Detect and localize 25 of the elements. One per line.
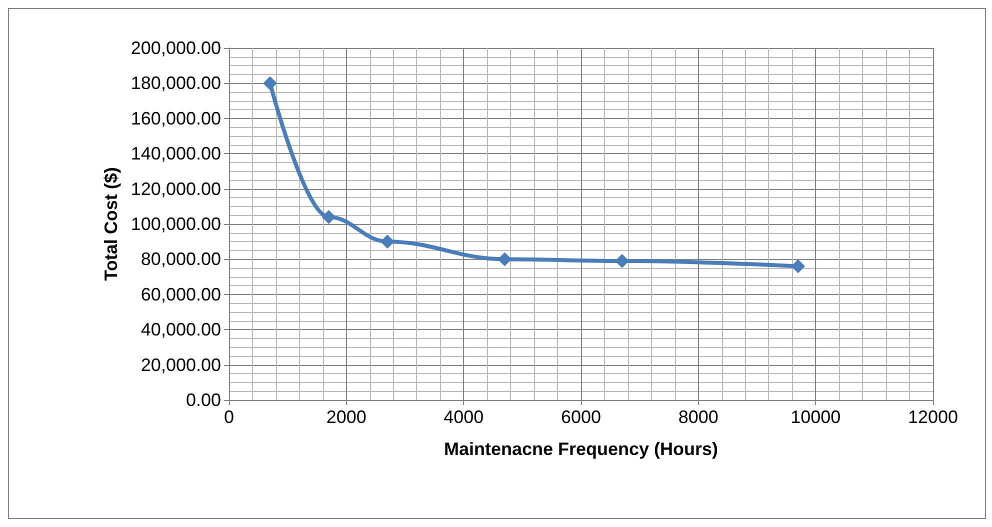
y-tick-label: 140,000.00 bbox=[130, 144, 221, 164]
y-tick-label: 0.00 bbox=[186, 390, 221, 410]
y-tick-label: 20,000.00 bbox=[140, 354, 221, 375]
y-tick-label: 120,000.00 bbox=[130, 178, 221, 199]
x-tick-label: 2000 bbox=[326, 407, 366, 427]
point bbox=[380, 234, 394, 249]
x-tick-label: 0 bbox=[224, 407, 234, 427]
x-axis-title: Maintenacne Frequency (Hours) bbox=[444, 439, 718, 459]
y-tick-label: 180,000.00 bbox=[130, 73, 221, 94]
y-tick-label: 100,000.00 bbox=[130, 214, 221, 234]
point bbox=[322, 210, 336, 224]
x-tick-label: 10000 bbox=[790, 407, 841, 427]
y-tick-label: 160,000.00 bbox=[130, 108, 221, 128]
y-tick-label: 60,000.00 bbox=[140, 284, 221, 304]
y-axis-title: Total Cost ($) bbox=[101, 167, 122, 281]
point bbox=[263, 76, 278, 90]
y-tick-label: 80,000.00 bbox=[140, 249, 221, 270]
x-tick-label: 4000 bbox=[444, 407, 484, 427]
y-tick-label: 40,000.00 bbox=[140, 320, 221, 340]
x-tick-label: 12000 bbox=[908, 407, 958, 427]
point bbox=[498, 252, 512, 266]
x-tick-label: 8000 bbox=[678, 407, 718, 427]
y-tick-label: 200,000.00 bbox=[130, 38, 221, 58]
point bbox=[791, 259, 806, 274]
x-tick-label: 6000 bbox=[560, 407, 602, 427]
